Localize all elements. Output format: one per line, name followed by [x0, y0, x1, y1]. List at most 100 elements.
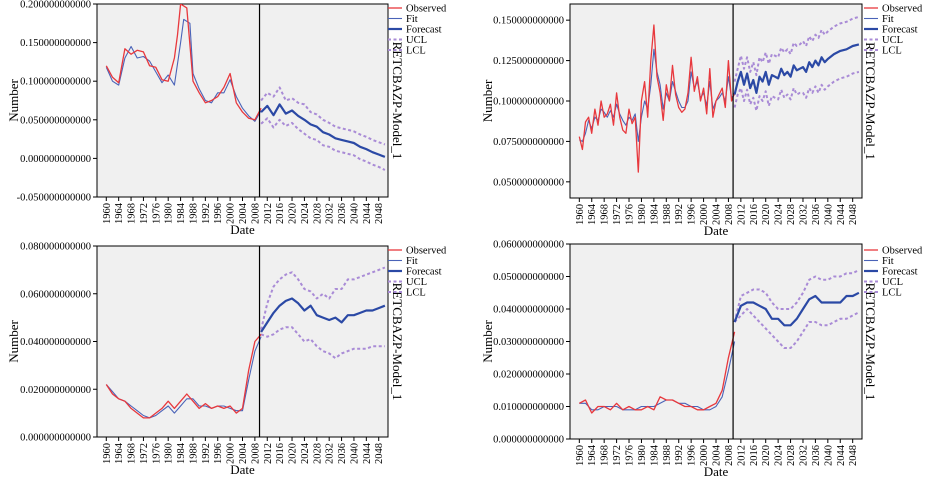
x-tick-label: 1964 — [114, 442, 125, 464]
y-tick-label: 0.030000000000 — [493, 337, 564, 348]
x-axis: 1960 1964 1968 1972 1976 1980 1984 1988 1992 1996… — [102, 197, 385, 224]
series-line-ucl — [733, 269, 860, 323]
y-tick-label: 0.125000000000 — [493, 56, 564, 67]
x-tick-label: 1964 — [114, 202, 125, 224]
x-tick-label: 1996 — [213, 443, 224, 464]
x-tick-label: 1964 — [587, 203, 598, 225]
x-tick-label: 2048 — [374, 203, 385, 224]
x-tick-label: 2004 — [712, 203, 723, 225]
chart-panel-3: 0.000000000000 0.020000000000 0.0400000000… — [6, 242, 447, 478]
legend-label-fit: Fit — [882, 14, 894, 25]
x-tick-label: 2012 — [736, 445, 747, 466]
x-tick-label: 1972 — [612, 204, 623, 225]
x-tick-label: 1960 — [575, 445, 586, 466]
series-line-observed — [105, 4, 262, 121]
x-tick-label: 2040 — [823, 445, 834, 466]
x-axis: 1960 1964 1968 1972 1976 1980 1984 1988 1992 1996… — [575, 198, 859, 225]
x-tick-label: 1980 — [164, 203, 175, 224]
x-tick-label: 1960 — [102, 443, 113, 464]
x-tick-label: 1988 — [662, 445, 673, 466]
legend-label-forecast: Forecast — [406, 267, 442, 278]
legend-label-ucl: UCL — [406, 277, 427, 288]
x-tick-label: 1968 — [600, 445, 611, 466]
x-tick-label: 2000 — [226, 443, 237, 464]
x-tick-label: 2008 — [724, 445, 735, 466]
legend-label-fit: Fit — [406, 14, 418, 25]
legend-label-observed: Observed — [406, 4, 447, 15]
y-tick-label: 0.080000000000 — [20, 242, 91, 253]
x-tick-label: 2036 — [337, 203, 348, 224]
y-axis-title: Number — [6, 320, 21, 363]
x-tick-label: 1976 — [151, 443, 162, 464]
y-tick-label: 0.010000000000 — [493, 402, 564, 413]
legend-label-lcl: LCL — [406, 288, 426, 299]
x-axis-title: Date — [230, 222, 255, 237]
x-tick-label: 2004 — [238, 442, 249, 464]
series-group — [578, 15, 860, 173]
x-tick-label: 2016 — [275, 203, 286, 224]
x-tick-label: 1964 — [587, 444, 598, 466]
x-tick-label: 1976 — [625, 204, 636, 225]
y-tick-label: 0.040000000000 — [20, 337, 91, 348]
x-tick-label: 1984 — [176, 442, 187, 464]
x-tick-label: 1980 — [637, 204, 648, 225]
x-tick-label: 2000 — [699, 204, 710, 225]
y-axis-title: Number — [6, 79, 21, 122]
series-line-observed — [105, 333, 262, 419]
x-tick-label: 1996 — [687, 204, 698, 225]
y-axis-title: Number — [480, 79, 495, 122]
model-label: RETCBAZP-Model_1 — [390, 42, 405, 160]
y-tick-label: -0.050000000000 — [17, 193, 91, 204]
x-tick-label: 2000 — [699, 445, 710, 466]
x-tick-label: 1988 — [662, 204, 673, 225]
legend-label-lcl: LCL — [406, 46, 426, 57]
x-tick-label: 1984 — [649, 444, 660, 466]
x-tick-label: 2028 — [786, 445, 797, 466]
x-tick-label: 2044 — [836, 444, 847, 466]
x-tick-label: 2024 — [774, 203, 785, 225]
x-tick-label: 1992 — [201, 203, 212, 224]
series-line-lcl — [733, 70, 860, 112]
x-tick-label: 2004 — [238, 202, 249, 224]
model-label: RETCBAZP-Model_1 — [863, 283, 878, 401]
series-line-lcl — [260, 117, 386, 171]
x-tick-label: 2024 — [774, 444, 785, 466]
y-tick-label: 0.000000000000 — [20, 433, 91, 444]
x-tick-label: 2048 — [848, 445, 859, 466]
x-tick-label: 2020 — [761, 445, 772, 466]
x-tick-label: 1992 — [201, 443, 212, 464]
x-tick-label: 1972 — [612, 445, 623, 466]
y-tick-label: 0.150000000000 — [493, 16, 564, 27]
x-tick-label: 1968 — [127, 203, 138, 224]
x-tick-label: 2032 — [798, 204, 809, 225]
chart-panel-4: 0.000000000000 0.010000000000 0.0200000000… — [480, 240, 923, 479]
y-tick-label: 0.020000000000 — [20, 385, 91, 396]
series-line-lcl — [260, 326, 385, 360]
y-tick-label: 0.000000000000 — [20, 154, 91, 165]
legend-label-fit: Fit — [882, 256, 894, 267]
x-tick-label: 1996 — [213, 203, 224, 224]
legend-label-forecast: Forecast — [882, 267, 918, 278]
legend-label-ucl: UCL — [406, 35, 427, 46]
legend-label-forecast: Forecast — [406, 25, 442, 36]
series-line-forecast — [260, 297, 386, 333]
x-tick-label: 1988 — [188, 203, 199, 224]
model-label: RETCBAZP-Model_1 — [390, 283, 405, 401]
series-line-ucl — [260, 86, 386, 146]
series-line-observed — [578, 331, 736, 414]
x-tick-label: 1992 — [674, 445, 685, 466]
x-tick-label: 1972 — [139, 203, 150, 224]
y-tick-label: 0.060000000000 — [493, 240, 564, 251]
y-axis: 0.000000000000 0.020000000000 0.0400000000… — [20, 242, 97, 444]
plot-area — [96, 3, 389, 198]
series-line-ucl — [260, 266, 386, 330]
x-tick-label: 2012 — [263, 443, 274, 464]
y-tick-label: 0.050000000000 — [20, 115, 91, 126]
y-tick-label: 0.100000000000 — [493, 97, 564, 108]
x-tick-label: 1976 — [151, 203, 162, 224]
x-tick-label: 1996 — [687, 445, 698, 466]
series-line-fit — [105, 336, 262, 419]
x-tick-label: 1968 — [600, 204, 611, 225]
legend-label-ucl: UCL — [882, 277, 903, 288]
